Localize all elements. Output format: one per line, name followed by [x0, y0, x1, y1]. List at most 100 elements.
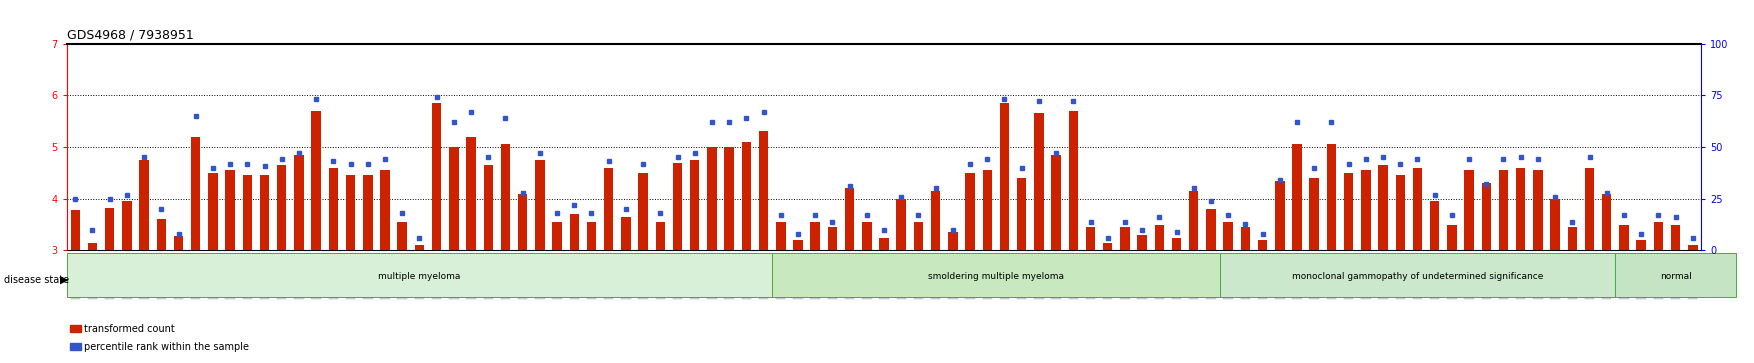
Bar — [431, 103, 442, 250]
Bar — [1654, 222, 1663, 250]
Bar — [363, 175, 372, 250]
Bar — [1172, 237, 1180, 250]
Bar — [1344, 173, 1354, 250]
Bar — [603, 168, 614, 250]
Bar — [242, 175, 253, 250]
Bar — [70, 210, 81, 250]
Bar — [1275, 181, 1284, 250]
Bar — [174, 236, 182, 250]
Bar — [1601, 193, 1612, 250]
Bar — [1189, 191, 1198, 250]
Bar — [260, 175, 270, 250]
Bar — [982, 170, 993, 250]
Bar — [588, 222, 596, 250]
Bar — [1636, 240, 1645, 250]
Bar — [1465, 170, 1473, 250]
Bar — [414, 245, 424, 250]
Bar — [810, 222, 819, 250]
Bar — [1017, 178, 1026, 250]
Bar — [1430, 201, 1440, 250]
Bar — [742, 142, 751, 250]
Bar — [1086, 227, 1094, 250]
Bar — [1447, 225, 1456, 250]
Bar — [1515, 168, 1526, 250]
Bar — [1258, 240, 1268, 250]
Bar — [156, 219, 167, 250]
Bar — [1224, 222, 1233, 250]
Bar — [398, 222, 407, 250]
Bar — [500, 144, 510, 250]
Bar — [949, 232, 958, 250]
Bar — [484, 165, 493, 250]
Text: disease state: disease state — [4, 274, 68, 285]
Bar — [775, 222, 786, 250]
Bar — [1154, 225, 1165, 250]
Text: transformed count: transformed count — [84, 323, 175, 334]
Bar — [123, 201, 132, 250]
Text: ▶: ▶ — [60, 274, 68, 285]
Bar — [346, 175, 356, 250]
FancyBboxPatch shape — [67, 253, 772, 297]
Bar — [1000, 103, 1009, 250]
Bar — [1568, 227, 1577, 250]
Bar — [295, 155, 303, 250]
Text: percentile rank within the sample: percentile rank within the sample — [84, 342, 249, 352]
Bar — [1379, 165, 1387, 250]
Bar — [1326, 144, 1337, 250]
Bar — [1672, 225, 1680, 250]
Bar — [656, 222, 665, 250]
Bar — [1293, 144, 1301, 250]
Bar — [449, 147, 458, 250]
Bar — [1705, 227, 1715, 250]
Bar — [535, 160, 544, 250]
Bar — [139, 160, 149, 250]
Bar — [896, 199, 907, 250]
FancyBboxPatch shape — [1219, 253, 1615, 297]
Bar — [965, 173, 975, 250]
Bar — [707, 147, 717, 250]
Bar — [1586, 168, 1594, 250]
FancyBboxPatch shape — [1615, 253, 1736, 297]
Bar — [1051, 155, 1061, 250]
Bar — [1498, 170, 1508, 250]
Text: normal: normal — [1659, 272, 1691, 281]
Bar — [553, 222, 561, 250]
Bar — [674, 163, 682, 250]
Bar — [328, 168, 339, 250]
Bar — [1137, 235, 1147, 250]
Bar — [793, 240, 803, 250]
Bar — [931, 191, 940, 250]
Bar — [1121, 227, 1130, 250]
Bar — [1240, 227, 1251, 250]
Text: GDS4968 / 7938951: GDS4968 / 7938951 — [67, 29, 193, 42]
Bar — [861, 222, 872, 250]
Bar — [914, 222, 923, 250]
Bar — [689, 160, 700, 250]
Bar — [277, 165, 286, 250]
Bar — [1310, 178, 1319, 250]
Bar — [1551, 199, 1559, 250]
Bar — [88, 243, 96, 250]
Bar — [1533, 170, 1542, 250]
Bar — [381, 170, 389, 250]
Bar — [1035, 113, 1044, 250]
Bar — [1396, 175, 1405, 250]
Bar — [191, 136, 200, 250]
Bar — [1103, 243, 1112, 250]
Bar — [828, 227, 837, 250]
Bar — [517, 193, 528, 250]
FancyBboxPatch shape — [772, 253, 1219, 297]
Bar — [105, 208, 114, 250]
Bar — [845, 188, 854, 250]
Bar — [1687, 245, 1698, 250]
Bar — [1207, 209, 1216, 250]
Bar — [638, 173, 647, 250]
Bar — [226, 170, 235, 250]
Bar — [1722, 158, 1731, 250]
Bar — [621, 217, 631, 250]
Bar — [759, 131, 768, 250]
Text: monoclonal gammopathy of undetermined significance: monoclonal gammopathy of undetermined si… — [1291, 272, 1544, 281]
Bar — [1412, 168, 1422, 250]
Bar — [1619, 225, 1629, 250]
Bar — [1361, 170, 1370, 250]
